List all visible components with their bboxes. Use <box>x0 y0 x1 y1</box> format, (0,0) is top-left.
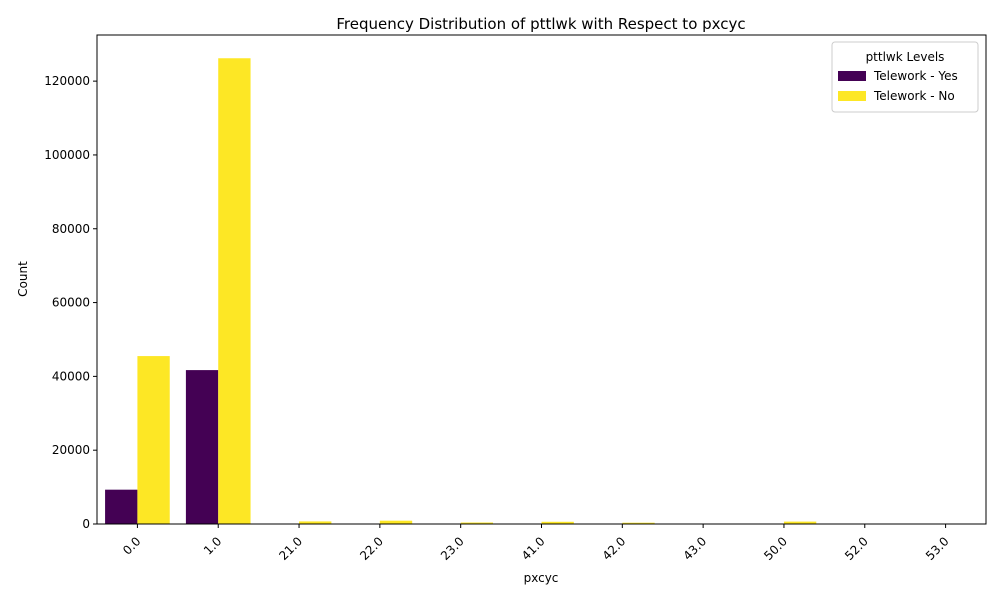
x-tick-label: 50.0 <box>761 534 790 563</box>
legend-label: Telework - Yes <box>873 69 958 83</box>
x-tick-label: 42.0 <box>600 534 629 563</box>
x-axis: 0.0 1.0 21.0 22.0 23.0 41.0 42.0 43.0 50.0 52.0 53… <box>120 524 952 563</box>
legend: pttlwk Levels Telework - Yes Telework - N… <box>831 41 979 113</box>
y-tick-label: 60000 <box>52 296 90 310</box>
bar <box>622 522 655 524</box>
y-tick-label: 40000 <box>52 369 90 383</box>
bar <box>783 521 817 524</box>
bars-layer <box>105 58 817 524</box>
x-tick-label: 21.0 <box>276 534 305 563</box>
bar <box>460 522 494 524</box>
y-tick-label: 0 <box>82 517 90 531</box>
y-tick-label: 80000 <box>52 222 90 236</box>
y-axis: 0 20000 40000 60000 80000 100000 120000 <box>44 74 97 531</box>
x-axis-title: pxcyc <box>524 571 559 585</box>
y-tick-label: 20000 <box>52 443 90 457</box>
x-tick-label: 1.0 <box>201 534 224 557</box>
plot-frame <box>96 34 987 525</box>
y-tick-label: 100000 <box>44 148 90 162</box>
y-axis-title: Count <box>16 261 30 297</box>
legend-box <box>831 41 979 113</box>
legend-label: Telework - No <box>873 89 955 103</box>
legend-title: pttlwk Levels <box>866 50 945 64</box>
bar <box>541 521 574 524</box>
legend-entries: Telework - Yes Telework - No <box>838 69 958 103</box>
bar <box>379 520 413 524</box>
x-tick-label: 52.0 <box>842 534 871 563</box>
bar <box>299 521 332 524</box>
bar <box>185 370 219 524</box>
bar <box>218 58 251 524</box>
chart-title: Frequency Distribution of pttlwk with Re… <box>336 15 745 33</box>
bar <box>137 356 170 524</box>
y-tick-label: 120000 <box>44 74 90 88</box>
x-tick-label: 53.0 <box>923 534 952 563</box>
x-tick-label: 22.0 <box>357 534 386 563</box>
x-tick-label: 23.0 <box>438 534 467 563</box>
bar <box>105 489 138 524</box>
x-tick-label: 0.0 <box>120 534 143 557</box>
x-tick-label: 41.0 <box>519 534 548 563</box>
legend-swatch <box>838 71 866 81</box>
legend-swatch <box>838 91 866 101</box>
x-tick-label: 43.0 <box>680 534 709 563</box>
